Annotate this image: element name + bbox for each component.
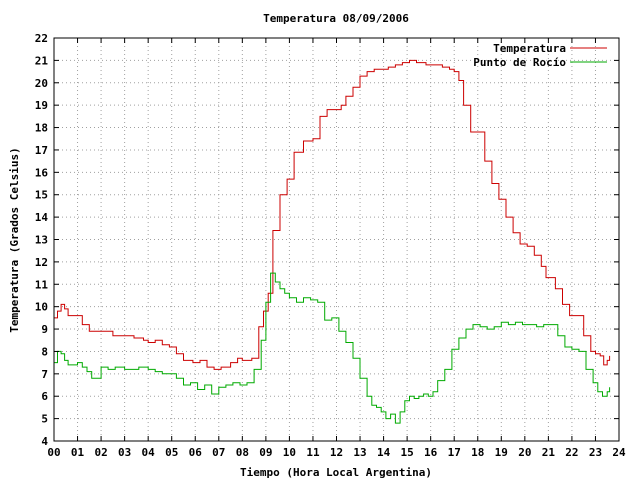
x-tick-label: 12: [330, 446, 343, 459]
legend-label-punto-de-rocio: Punto de Rocío: [473, 56, 566, 69]
x-tick-label: 01: [71, 446, 85, 459]
y-tick-label: 22: [35, 32, 48, 45]
x-tick-label: 18: [471, 446, 484, 459]
y-tick-label: 18: [35, 122, 48, 135]
y-tick-label: 14: [35, 211, 49, 224]
y-tick-label: 20: [35, 77, 48, 90]
y-tick-label: 17: [35, 144, 48, 157]
x-tick-label: 17: [448, 446, 461, 459]
y-tick-label: 9: [41, 323, 48, 336]
y-tick-label: 19: [35, 99, 48, 112]
y-tick-label: 5: [41, 413, 48, 426]
x-tick-label: 06: [189, 446, 203, 459]
x-tick-label: 22: [565, 446, 578, 459]
y-tick-label: 8: [41, 345, 48, 358]
series-line-temperatura: [54, 59, 611, 370]
x-tick-label: 13: [353, 446, 366, 459]
x-tick-label: 08: [236, 446, 249, 459]
y-tick-label: 10: [35, 301, 48, 314]
x-tick-label: 04: [142, 446, 156, 459]
x-tick-label: 14: [377, 446, 391, 459]
legend-label-temperatura: Temperatura: [493, 42, 566, 55]
y-tick-label: 6: [41, 390, 48, 403]
y-tick-label: 13: [35, 234, 48, 247]
x-tick-label: 03: [118, 446, 131, 459]
y-tick-label: 7: [41, 368, 48, 381]
x-tick-label: 09: [259, 446, 272, 459]
series-line-punto-de-rocio: [54, 272, 611, 424]
x-tick-label: 07: [212, 446, 225, 459]
x-tick-label: 15: [401, 446, 414, 459]
y-tick-label: 21: [35, 54, 49, 67]
x-tick-label: 11: [306, 446, 320, 459]
series-layer: [54, 59, 611, 424]
x-tick-label: 19: [495, 446, 508, 459]
x-axis-label: Tiempo (Hora Local Argentina): [240, 466, 432, 479]
y-tick-label: 4: [41, 435, 48, 448]
x-tick-label: 05: [165, 446, 178, 459]
x-tick-label: 21: [542, 446, 556, 459]
y-tick-label: 16: [35, 166, 49, 179]
x-tick-label: 23: [589, 446, 602, 459]
y-tick-label: 15: [35, 189, 48, 202]
x-tick-label: 20: [518, 446, 531, 459]
x-tick-label: 10: [283, 446, 296, 459]
x-tick-label: 24: [612, 446, 626, 459]
chart-title: Temperatura 08/09/2006: [263, 12, 409, 25]
x-tick-label: 00: [47, 446, 60, 459]
x-tick-label: 02: [94, 446, 107, 459]
tick-layer: 00 01 02 03 04 05 06 07 08 09 10 11 12 13 14 15 16 17 18 19…: [35, 32, 626, 459]
y-tick-label: 12: [35, 256, 48, 269]
y-axis-label: Temperatura (Grados Celsius): [8, 147, 21, 332]
x-tick-label: 16: [424, 446, 438, 459]
y-tick-label: 11: [35, 278, 49, 291]
legend: Temperatura Punto de Rocío: [473, 42, 607, 69]
